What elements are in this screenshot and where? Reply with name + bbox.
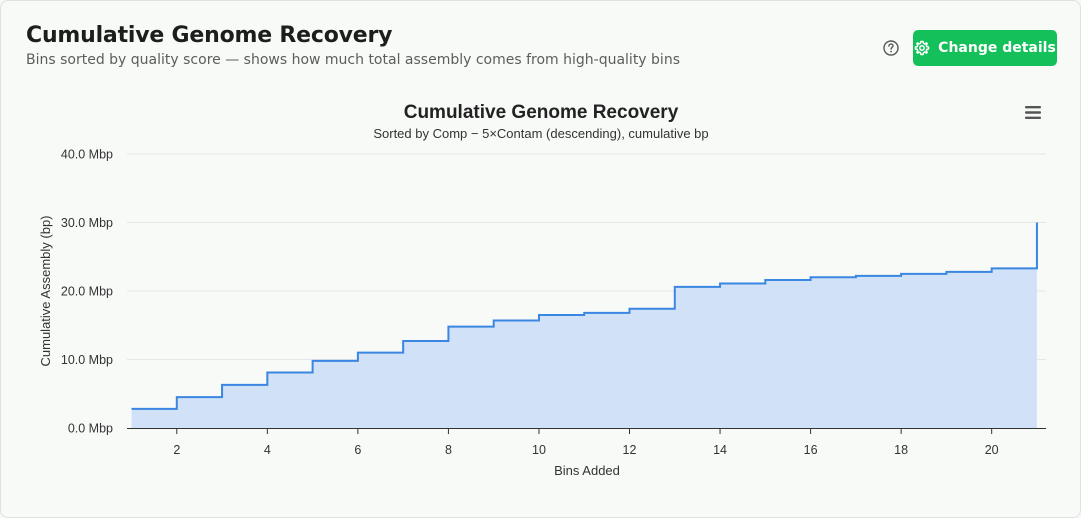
- data-point: [898, 271, 904, 277]
- data-point: [762, 277, 768, 283]
- x-tick-label: 12: [623, 443, 637, 457]
- data-point: [943, 269, 949, 275]
- data-point: [264, 370, 270, 376]
- area-fill: [131, 222, 1037, 428]
- x-tick-label: 8: [445, 443, 452, 457]
- chart-subtitle: Sorted by Comp − 5×Contam (descending), …: [373, 126, 708, 141]
- y-tick-label: 40.0 Mbp: [61, 148, 113, 162]
- change-details-button[interactable]: Change details: [913, 30, 1057, 66]
- x-tick-label: 18: [894, 443, 908, 457]
- x-tick-label: 2: [173, 443, 180, 457]
- data-point: [672, 284, 678, 290]
- data-point: [491, 317, 497, 323]
- data-point: [129, 406, 135, 412]
- data-point: [445, 324, 451, 330]
- x-tick-label: 20: [985, 443, 999, 457]
- hamburger-menu-icon[interactable]: [1020, 100, 1046, 126]
- y-tick-label: 20.0 Mbp: [61, 285, 113, 299]
- chart-title: Cumulative Genome Recovery: [404, 102, 679, 123]
- data-point: [1034, 220, 1040, 226]
- data-point: [355, 350, 361, 356]
- data-point: [808, 274, 814, 280]
- axes: 0.0 Mbp 10.0 Mbp 20.0 Mbp 30.0 Mbp 40.0 Mbp 2…: [61, 148, 1046, 457]
- y-tick-label: 30.0 Mbp: [61, 216, 113, 230]
- data-point: [989, 265, 995, 271]
- page-subtitle: Bins sorted by quality score — shows how…: [26, 52, 680, 68]
- x-tick-label: 6: [354, 443, 361, 457]
- x-tick-label: 4: [264, 443, 271, 457]
- page-title: Cumulative Genome Recovery: [26, 23, 393, 48]
- data-point: [219, 382, 225, 388]
- change-details-label: Change details: [938, 40, 1056, 56]
- question-circle-icon[interactable]: [882, 39, 900, 57]
- x-tick-label: 10: [532, 443, 546, 457]
- data-point: [581, 310, 587, 316]
- gear-icon: [914, 40, 930, 56]
- data-point: [400, 338, 406, 344]
- data-point: [627, 306, 633, 312]
- plot-area: [129, 220, 1040, 428]
- data-point: [174, 394, 180, 400]
- x-tick-label: 14: [713, 443, 727, 457]
- x-tick-label: 16: [804, 443, 818, 457]
- y-tick-label: 0.0 Mbp: [68, 422, 113, 436]
- y-tick-label: 10.0 Mbp: [61, 353, 113, 367]
- data-point: [717, 280, 723, 286]
- y-axis-label: Cumulative Assembly (bp): [38, 216, 53, 367]
- data-point: [853, 273, 859, 279]
- data-point: [310, 358, 316, 364]
- data-point: [536, 312, 542, 318]
- x-axis-label: Bins Added: [554, 463, 620, 478]
- series-line: [131, 222, 1038, 410]
